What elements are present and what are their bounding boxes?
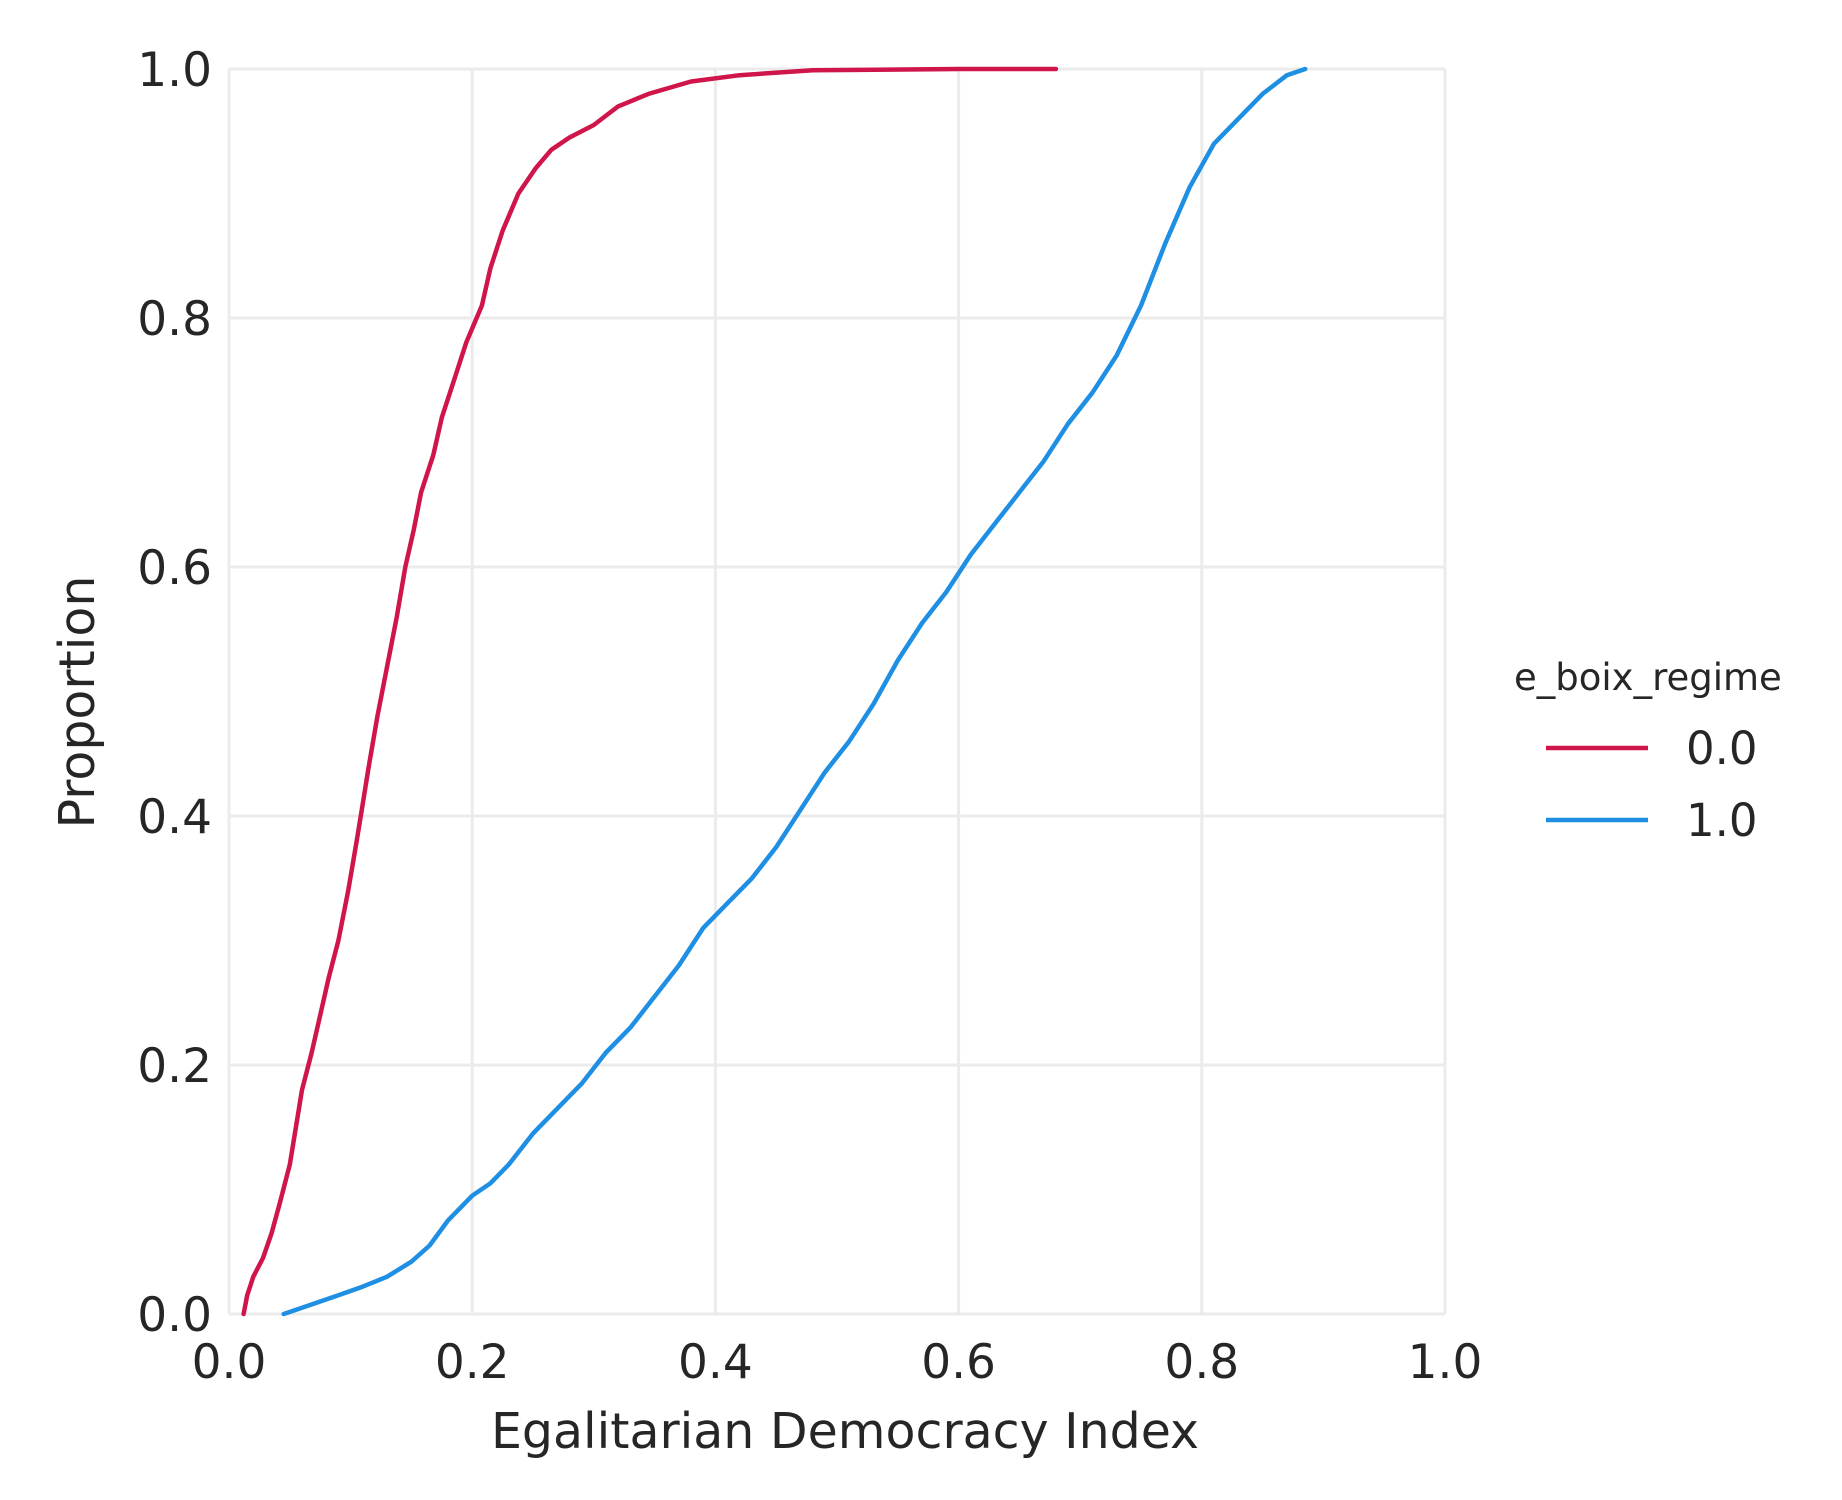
- gridlines: [227, 67, 1447, 1316]
- x-tick-label: 0.6: [921, 1335, 996, 1390]
- y-tick-label: 0.4: [137, 790, 212, 845]
- legend-entry-label: 0.0: [1686, 722, 1758, 775]
- x-tick-label: 0.2: [435, 1335, 510, 1390]
- series-line-0: [241, 66, 1059, 1317]
- tick-labels: 0.0 0.2 0.4 0.6 0.8 1.0 0.0 0.2 0.4 0.6 0.8 1.0: [137, 43, 1482, 1390]
- y-axis-label: Proportion: [49, 576, 106, 829]
- legend: e_boix_regime 0.01.0: [1514, 656, 1782, 847]
- y-tick-label: 0.8: [137, 292, 212, 347]
- y-tick-label: 1.0: [137, 43, 212, 98]
- legend-entry-label: 1.0: [1686, 794, 1758, 847]
- series-lines: [241, 66, 1308, 1317]
- y-tick-label: 0.6: [137, 541, 212, 596]
- x-tick-label: 1.0: [1408, 1335, 1483, 1390]
- x-tick-label: 0.8: [1164, 1335, 1239, 1390]
- series-line-1: [281, 66, 1308, 1317]
- legend-entries: 0.01.0: [1546, 722, 1758, 847]
- x-axis-label: Egalitarian Democracy Index: [491, 1403, 1199, 1460]
- y-tick-label: 0.0: [137, 1288, 212, 1343]
- y-tick-label: 0.2: [137, 1039, 212, 1094]
- x-tick-label: 0.4: [678, 1335, 753, 1390]
- x-tick-label: 0.0: [192, 1335, 267, 1390]
- legend-title: e_boix_regime: [1514, 656, 1782, 699]
